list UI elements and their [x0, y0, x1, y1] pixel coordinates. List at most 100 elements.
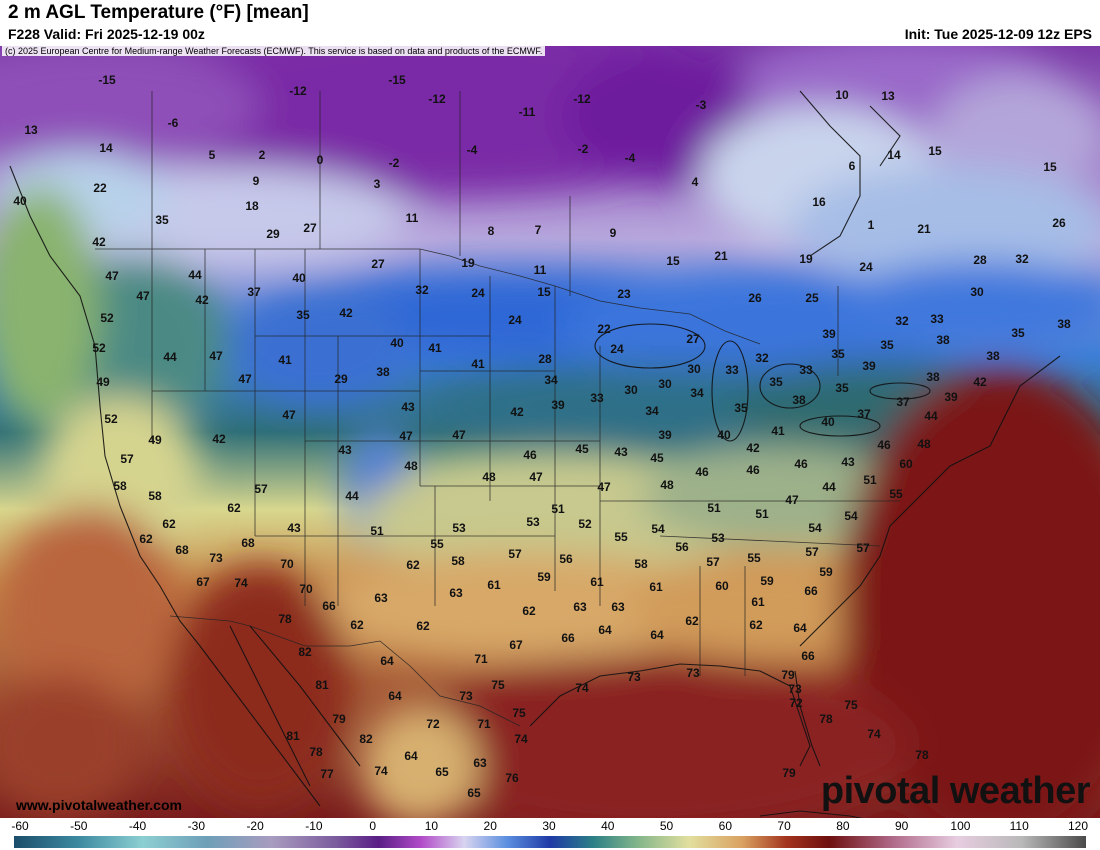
temperature-map[interactable]: -15 -12 -15 -12 -11 -12 -3 -6 13 14 5 2 0 -2 -4 -2 -4 4 10…	[0, 46, 1100, 818]
temperature-value: 28	[973, 253, 987, 267]
temperature-value: 44	[822, 480, 836, 494]
temperature-value: -11	[519, 105, 536, 119]
temperature-value: 61	[590, 575, 604, 589]
temperature-value: 13	[24, 123, 38, 137]
temperature-value: 25	[805, 291, 819, 305]
temperature-value: 74	[514, 732, 528, 746]
temperature-value: 27	[303, 221, 317, 235]
temperature-value: 41	[771, 424, 785, 438]
temperature-value: 46	[877, 438, 891, 452]
temperature-value: 68	[175, 543, 189, 557]
site-url[interactable]: www.pivotalweather.com	[16, 797, 182, 813]
temperature-value: 14	[887, 148, 901, 162]
legend-tick-label: 20	[483, 819, 497, 833]
temperature-value: 13	[881, 89, 895, 103]
temperature-value: 35	[155, 213, 169, 227]
temperature-value: 33	[930, 312, 944, 326]
temperature-value: 58	[634, 557, 648, 571]
temperature-value: 51	[707, 501, 721, 515]
temperature-value: 73	[209, 551, 223, 565]
temperature-value: 53	[711, 531, 725, 545]
legend-color-bar	[14, 836, 1086, 848]
temperature-value: 35	[734, 401, 748, 415]
legend-tick-label: 40	[601, 819, 615, 833]
temperature-value: 30	[970, 285, 984, 299]
temperature-value: 58	[451, 554, 465, 568]
temperature-value: -4	[467, 143, 478, 157]
temperature-value: 59	[760, 574, 774, 588]
temperature-value: 54	[808, 521, 822, 535]
temperature-value: 49	[96, 375, 110, 389]
temperature-value: 35	[296, 308, 310, 322]
temperature-value: 78	[309, 745, 323, 759]
temperature-value: 44	[188, 268, 202, 282]
temperature-value: 1	[868, 218, 875, 232]
temperature-value: 64	[650, 628, 664, 642]
temperature-value: 41	[278, 353, 292, 367]
temperature-value: 43	[338, 443, 352, 457]
temperature-value: 64	[598, 623, 612, 637]
temperature-value: 79	[782, 766, 796, 780]
temperature-value: 72	[789, 696, 803, 710]
temperature-value: 22	[597, 322, 611, 336]
temperature-value: 48	[917, 437, 931, 451]
legend-tick-label: 120	[1067, 819, 1089, 833]
temperature-value: 41	[428, 341, 442, 355]
temperature-value: 64	[380, 654, 394, 668]
legend-tick-label: 110	[1009, 819, 1029, 833]
temperature-value: 52	[100, 311, 114, 325]
temperature-value: 38	[926, 370, 940, 384]
temperature-value: 57	[508, 547, 522, 561]
temperature-value: 47	[399, 429, 413, 443]
temperature-value: 54	[844, 509, 858, 523]
temperature-value: 62	[162, 517, 176, 531]
temperature-value: 40	[717, 428, 731, 442]
temperature-value: 26	[1052, 216, 1066, 230]
temperature-value: 73	[788, 682, 802, 696]
temperature-value: 65	[467, 786, 481, 800]
temperature-value: 15	[928, 144, 942, 158]
temperature-value: 52	[104, 412, 118, 426]
temperature-value: 11	[406, 211, 419, 225]
temperature-value: 38	[1057, 317, 1071, 331]
legend-tick-label: 80	[836, 819, 850, 833]
legend-tick-label: -50	[70, 819, 88, 833]
temperature-value: 24	[471, 286, 485, 300]
temperature-value: 67	[509, 638, 523, 652]
valid-time: F228 Valid: Fri 2025-12-19 00z	[8, 26, 205, 42]
temperature-value: 48	[404, 459, 418, 473]
copyright-notice: (c) 2025 European Centre for Medium-rang…	[2, 46, 546, 56]
temperature-value: 51	[370, 524, 384, 538]
temperature-value: 37	[896, 395, 910, 409]
temperature-value: 51	[551, 502, 565, 516]
temperature-value: 58	[113, 479, 127, 493]
temperature-value: 38	[986, 349, 1000, 363]
temperature-value: 46	[746, 463, 760, 477]
temperature-value: 63	[573, 600, 587, 614]
header: 2 m AGL Temperature (°F) [mean] F228 Val…	[0, 0, 1100, 46]
temperature-value: 71	[477, 717, 491, 731]
temperature-value: 49	[148, 433, 162, 447]
temperature-value: 42	[746, 441, 760, 455]
temperature-value: 42	[973, 375, 987, 389]
legend-tick-label: -30	[187, 819, 205, 833]
temperature-value: 44	[924, 409, 938, 423]
temperature-value: 48	[660, 478, 674, 492]
temperature-value: 37	[247, 285, 261, 299]
temperature-value: 32	[895, 314, 909, 328]
temperature-value: 7	[535, 223, 542, 237]
temperature-value: 21	[917, 222, 931, 236]
temperature-value: 63	[449, 586, 463, 600]
temperature-value: 52	[578, 517, 592, 531]
temperature-value: 64	[793, 621, 807, 635]
temperature-value: 24	[859, 260, 873, 274]
legend-tick-label: 70	[777, 819, 791, 833]
temperature-value: 65	[435, 765, 449, 779]
temperature-value: 58	[148, 489, 162, 503]
temperature-value: 79	[781, 668, 795, 682]
temperature-value: 61	[649, 580, 663, 594]
temperature-value: 68	[241, 536, 255, 550]
temperature-value: 35	[1011, 326, 1025, 340]
temperature-value: -4	[625, 151, 636, 165]
